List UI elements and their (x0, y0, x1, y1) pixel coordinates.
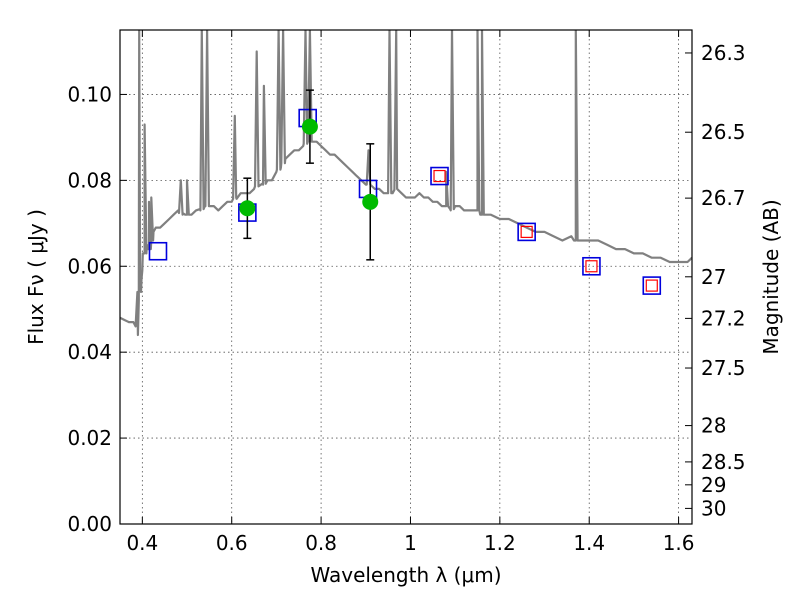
y-tick-label: 0.00 (67, 512, 112, 536)
x-tick-label: 1.2 (484, 531, 516, 555)
model-box-marker (517, 222, 536, 242)
y-axis-title: Flux Fν ( μJy ) (24, 209, 48, 345)
y-tick-label: 0.04 (67, 340, 112, 364)
predicted-box-marker (433, 169, 446, 183)
right-tick-label: 26.3 (701, 41, 746, 65)
model-box-marker (582, 256, 601, 276)
right-axis-title: Magnitude (AB) (759, 199, 783, 354)
predicted-box-marker (520, 225, 533, 238)
template-line (120, 30, 692, 337)
x-tick-label: 1.6 (663, 531, 695, 555)
template-spectrum (120, 30, 692, 337)
x-axis-title: Wavelength λ (μm) (310, 563, 501, 587)
observed-point (301, 118, 318, 135)
model-box-marker (430, 166, 449, 186)
observed-point (239, 200, 256, 217)
x-tick-label: 0.6 (216, 531, 248, 555)
model-box-marker (642, 276, 662, 295)
right-tick-label: 29 (701, 473, 726, 497)
y-tick-label: 0.08 (67, 168, 112, 192)
y-tick-label: 0.06 (67, 254, 112, 278)
data-marks (148, 89, 662, 295)
x-tick-label: 0.4 (126, 531, 158, 555)
right-tick-label: 27.2 (701, 306, 746, 330)
predicted-box-marker (645, 279, 658, 292)
x-tick-label: 0.8 (305, 531, 337, 555)
right-tick-label: 30 (701, 496, 726, 520)
right-tick-label: 28 (701, 414, 726, 438)
right-tick-label: 28.5 (701, 450, 746, 474)
y-tick-label: 0.10 (67, 82, 112, 106)
predicted-box-marker (585, 260, 598, 273)
right-tick-label: 27 (701, 265, 726, 289)
right-tick-label: 27.5 (701, 356, 746, 380)
observed-point (362, 193, 379, 210)
y-tick-label: 0.02 (67, 426, 112, 450)
right-tick-label: 26.7 (701, 186, 746, 210)
right-tick-label: 26.5 (701, 120, 746, 144)
axis-ticks: 0.4 0.6 0.8 1 1.2 1.4 1.6 0.00 0.02 0.04 0.06 0.08 0… (67, 30, 746, 555)
x-tick-label: 1 (404, 531, 417, 555)
model-box-marker (148, 241, 168, 261)
x-tick-label: 1.4 (573, 531, 605, 555)
